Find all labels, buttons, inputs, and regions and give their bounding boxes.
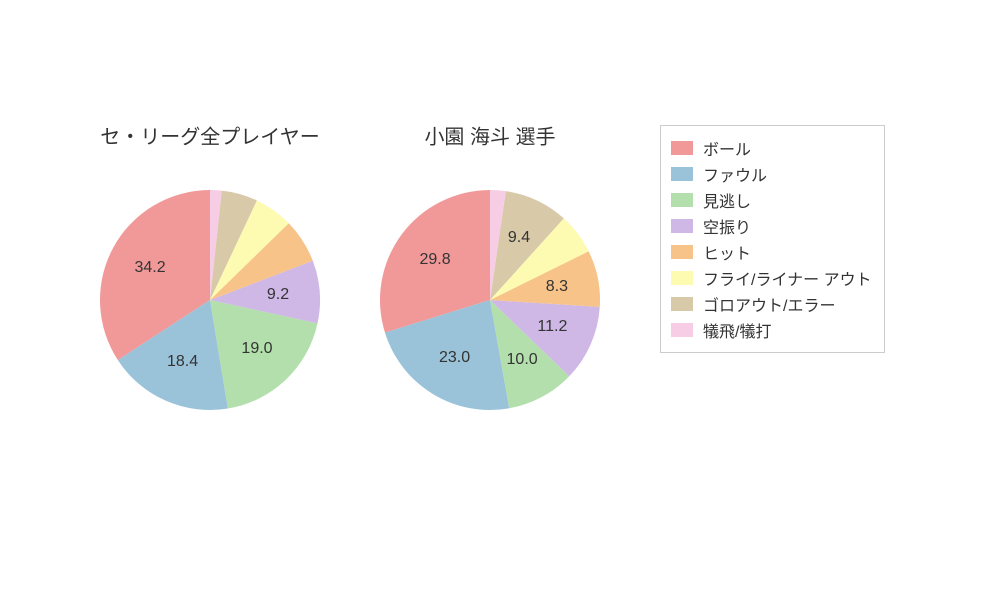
legend-item-sac: 犠飛/犠打 (671, 318, 872, 342)
legend-swatch-sac (671, 323, 693, 337)
legend-swatch-ground (671, 297, 693, 311)
legend-label-hit: ヒット (703, 240, 751, 264)
legend: ボールファウル見逃し空振りヒットフライ/ライナー アウトゴロアウト/エラー犠飛/… (660, 125, 885, 353)
legend-swatch-fly (671, 271, 693, 285)
legend-label-swing: 空振り (703, 214, 751, 238)
chart-title-player: 小園 海斗 選手 (424, 121, 555, 150)
legend-item-ground: ゴロアウト/エラー (671, 292, 872, 316)
legend-item-hit: ヒット (671, 240, 872, 264)
legend-label-foul: ファウル (703, 162, 767, 186)
legend-swatch-foul (671, 167, 693, 181)
legend-swatch-hit (671, 245, 693, 259)
legend-item-swing: 空振り (671, 214, 872, 238)
pie-holder-player (378, 188, 602, 417)
legend-item-look: 見逃し (671, 188, 872, 212)
legend-label-sac: 犠飛/犠打 (703, 318, 771, 342)
legend-item-ball: ボール (671, 136, 872, 160)
legend-label-fly: フライ/ライナー アウト (703, 266, 872, 290)
legend-label-look: 見逃し (703, 188, 751, 212)
pie-player (378, 188, 602, 412)
pie-league (98, 188, 322, 412)
pie-holder-league (98, 188, 322, 417)
legend-swatch-ball (671, 141, 693, 155)
legend-label-ground: ゴロアウト/エラー (703, 292, 835, 316)
chart-title-league: セ・リーグ全プレイヤー (100, 121, 319, 150)
legend-swatch-look (671, 193, 693, 207)
legend-item-foul: ファウル (671, 162, 872, 186)
chart-stage: セ・リーグ全プレイヤー34.218.419.09.2小園 海斗 選手29.823… (0, 0, 1000, 600)
legend-label-ball: ボール (703, 136, 751, 160)
legend-swatch-swing (671, 219, 693, 233)
legend-item-fly: フライ/ライナー アウト (671, 266, 872, 290)
